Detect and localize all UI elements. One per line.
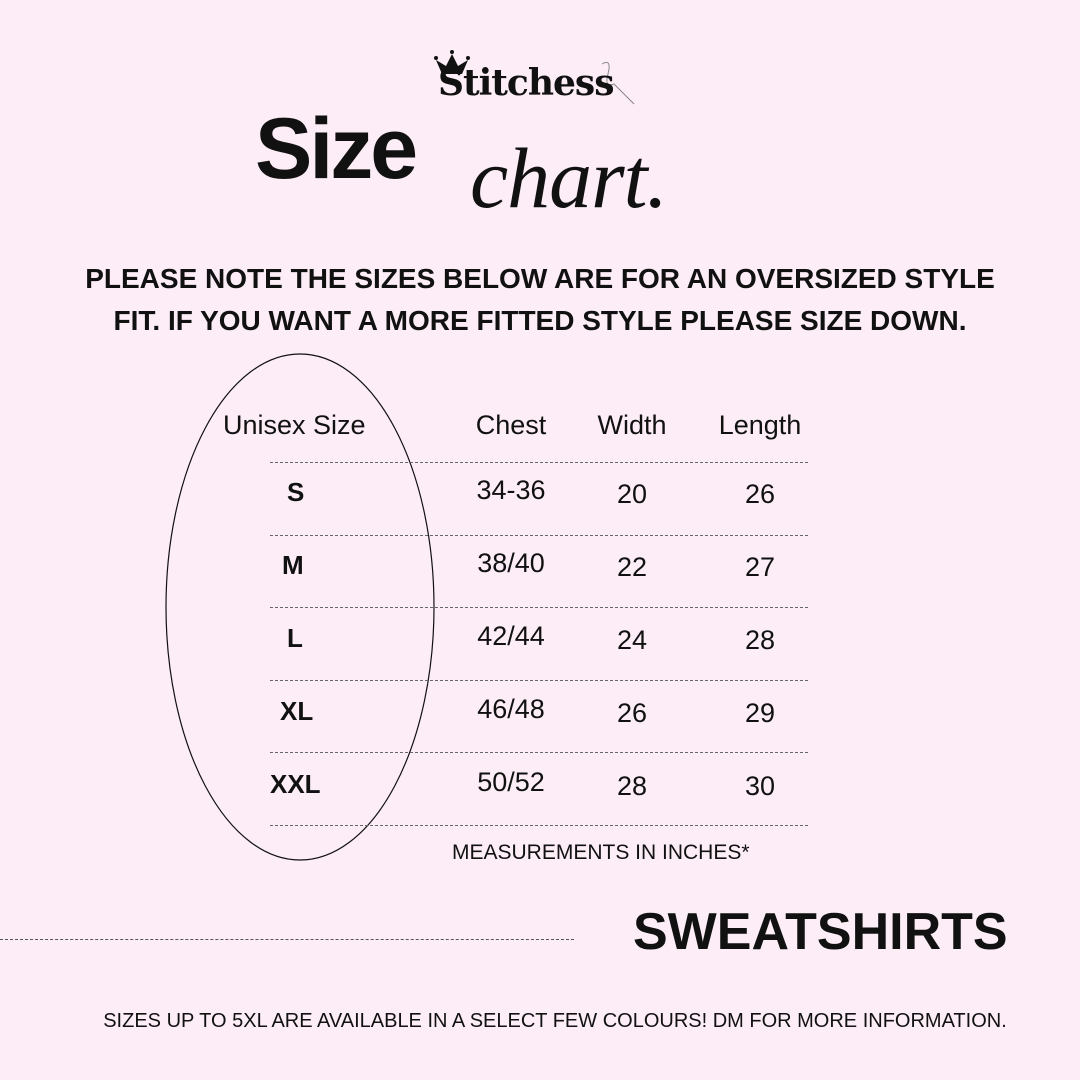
size-label: M (282, 550, 304, 580)
row-divider (270, 752, 808, 753)
length-value: 27 (744, 552, 776, 582)
title-bold: Size (255, 101, 418, 197)
width-value: 28 (616, 771, 648, 801)
chest-value: 38/40 (477, 548, 545, 578)
chest-value: 34-36 (476, 475, 546, 505)
brand-logo: Stitchess (430, 48, 650, 118)
title-script: chart. (470, 130, 668, 226)
header-chest: Chest (475, 410, 547, 440)
size-label: XXL (270, 769, 321, 799)
header-length: Length (718, 410, 802, 440)
fit-note-line: FIT. IF YOU WANT A MORE FITTED STYLE PLE… (113, 305, 967, 336)
crown-icon (434, 50, 470, 74)
length-value: 28 (744, 625, 776, 655)
width-value: 20 (616, 479, 648, 509)
header-size: Unisex Size (223, 410, 366, 440)
category-title: SWEATSHIRTS (633, 903, 1008, 961)
fit-note: PLEASE NOTE THE SIZES BELOW ARE FOR AN O… (40, 258, 1040, 342)
length-value: 26 (744, 479, 776, 509)
chest-value: 50/52 (477, 767, 545, 797)
row-divider (270, 607, 808, 608)
length-value: 29 (744, 698, 776, 728)
fit-note-line: PLEASE NOTE THE SIZES BELOW ARE FOR AN O… (85, 263, 995, 294)
header-width: Width (597, 410, 667, 440)
row-divider (270, 680, 808, 681)
width-value: 24 (616, 625, 648, 655)
row-divider (270, 825, 808, 826)
width-value: 26 (616, 698, 648, 728)
footer-note: SIZES UP TO 5XL ARE AVAILABLE IN A SELEC… (103, 1010, 1007, 1032)
length-value: 30 (744, 771, 776, 801)
width-value: 22 (616, 552, 648, 582)
size-label: S (287, 477, 305, 507)
size-label: XL (280, 696, 314, 726)
row-divider (270, 535, 808, 536)
size-label: L (287, 623, 303, 653)
divider (0, 939, 574, 940)
chest-value: 46/48 (477, 694, 545, 724)
brand-name: Stitchess (438, 62, 614, 104)
units-note: MEASUREMENTS IN INCHES* (452, 841, 750, 864)
needle-icon (601, 61, 635, 105)
chest-value: 42/44 (477, 621, 545, 651)
row-divider (270, 462, 808, 463)
